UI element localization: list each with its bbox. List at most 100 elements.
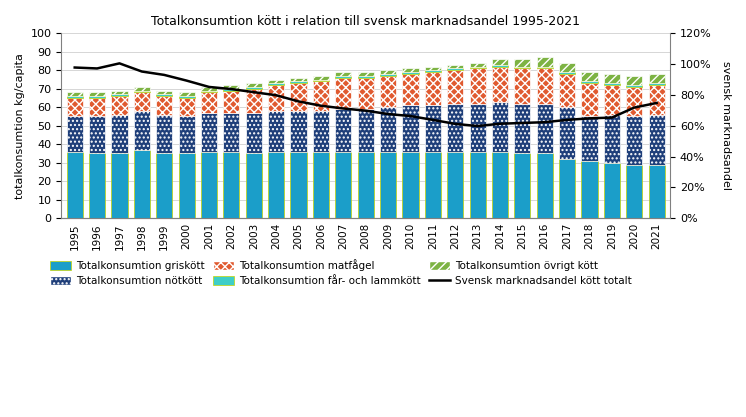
Bar	[424, 72, 441, 106]
Bar	[581, 161, 598, 218]
Bar	[156, 115, 172, 153]
Bar	[66, 93, 83, 96]
Bar	[111, 90, 128, 94]
Bar	[335, 152, 351, 218]
Bar	[223, 85, 239, 89]
Bar	[178, 98, 195, 116]
Bar	[313, 80, 329, 81]
Bar	[559, 63, 575, 72]
Bar	[469, 67, 486, 68]
Bar	[290, 83, 307, 111]
Bar	[268, 83, 284, 85]
Bar	[536, 153, 553, 218]
Bar	[626, 116, 642, 165]
Bar	[290, 152, 307, 218]
Bar	[648, 85, 665, 115]
Bar	[424, 106, 441, 152]
Bar	[245, 89, 262, 113]
Bar	[424, 152, 441, 218]
Bar	[514, 68, 530, 103]
Bar	[380, 152, 396, 218]
Bar	[268, 85, 284, 111]
Bar	[134, 150, 150, 218]
Bar	[134, 93, 150, 111]
Bar	[626, 85, 642, 87]
Bar	[156, 94, 172, 96]
Bar	[201, 113, 217, 152]
Bar	[447, 68, 463, 70]
Bar	[313, 76, 329, 80]
Bar	[380, 74, 396, 76]
Bar	[335, 72, 351, 76]
Bar	[111, 94, 128, 96]
Bar	[447, 152, 463, 218]
Bar	[626, 87, 642, 116]
Bar	[648, 83, 665, 85]
Bar	[335, 109, 351, 152]
Bar	[290, 111, 307, 152]
Bar	[424, 67, 441, 70]
Bar	[559, 74, 575, 107]
Bar	[469, 63, 486, 67]
Bar	[357, 109, 374, 152]
Bar	[134, 87, 150, 90]
Bar	[581, 116, 598, 161]
Bar	[223, 152, 239, 218]
Bar	[380, 70, 396, 74]
Bar	[357, 72, 374, 76]
Bar	[313, 111, 329, 152]
Y-axis label: totalkonsumtion kg/capita: totalkonsumtion kg/capita	[15, 53, 25, 198]
Y-axis label: svensk marknadsandel: svensk marknadsandel	[721, 61, 731, 190]
Bar	[402, 68, 419, 72]
Bar	[223, 113, 239, 152]
Bar	[223, 90, 239, 113]
Bar	[402, 152, 419, 218]
Bar	[201, 87, 217, 90]
Title: Totalkonsumtion kött i relation till svensk marknadsandel 1995-2021: Totalkonsumtion kött i relation till sve…	[151, 15, 580, 28]
Bar	[134, 90, 150, 93]
Bar	[492, 102, 508, 152]
Bar	[335, 78, 351, 109]
Bar	[245, 83, 262, 87]
Bar	[245, 87, 262, 89]
Bar	[559, 107, 575, 159]
Bar	[245, 153, 262, 218]
Bar	[402, 74, 419, 106]
Bar	[536, 68, 553, 103]
Bar	[268, 152, 284, 218]
Bar	[514, 67, 530, 68]
Bar	[402, 72, 419, 74]
Bar	[492, 152, 508, 218]
Bar	[581, 81, 598, 83]
Bar	[245, 113, 262, 153]
Bar	[290, 81, 307, 83]
Bar	[469, 103, 486, 152]
Bar	[178, 93, 195, 96]
Bar	[604, 83, 620, 85]
Bar	[178, 96, 195, 98]
Bar	[447, 65, 463, 68]
Bar	[447, 70, 463, 103]
Bar	[604, 115, 620, 163]
Bar	[604, 85, 620, 115]
Bar	[178, 153, 195, 218]
Bar	[223, 89, 239, 90]
Bar	[380, 76, 396, 107]
Bar	[469, 152, 486, 218]
Bar	[134, 111, 150, 150]
Bar	[626, 165, 642, 218]
Bar	[469, 68, 486, 103]
Bar	[89, 96, 105, 98]
Bar	[357, 152, 374, 218]
Bar	[201, 152, 217, 218]
Bar	[536, 58, 553, 67]
Bar	[66, 96, 83, 98]
Bar	[514, 153, 530, 218]
Bar	[581, 83, 598, 116]
Bar	[89, 153, 105, 218]
Bar	[581, 72, 598, 81]
Bar	[514, 103, 530, 153]
Bar	[66, 98, 83, 116]
Bar	[424, 70, 441, 72]
Bar	[559, 72, 575, 74]
